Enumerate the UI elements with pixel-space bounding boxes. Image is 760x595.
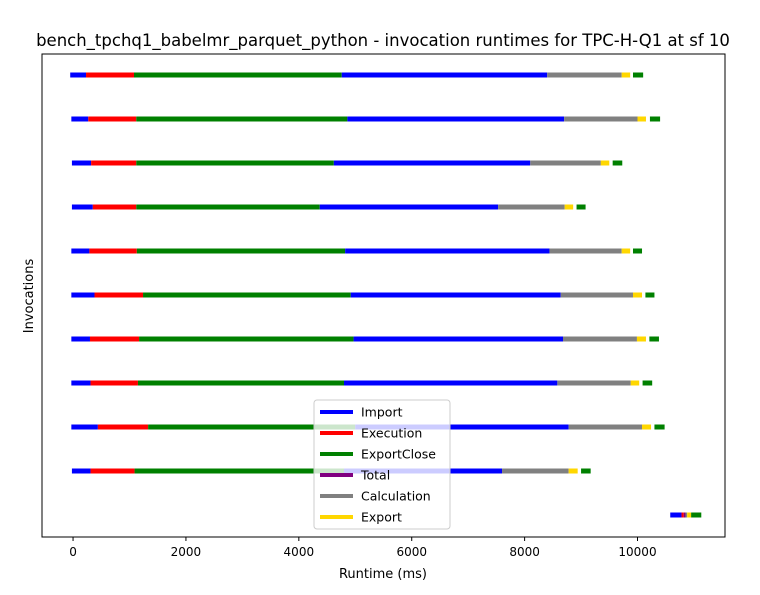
y-axis-label: Invocations [22, 259, 37, 334]
bar-segment-execution-row-10 [681, 512, 684, 518]
bar-segment-exportclose-row-4 [632, 248, 643, 254]
bar-segment-calculation-row-5 [560, 292, 633, 298]
bar-segment-export-row-0 [621, 72, 631, 78]
bar-segment-calculation-row-3 [498, 204, 565, 210]
bar-segment-exportclose-row-1 [136, 116, 348, 122]
bar-segment-execution-row-2 [91, 160, 137, 166]
bar-segment-import-row-1 [347, 116, 565, 122]
bar-segment-exportclose-row-8 [148, 424, 356, 430]
bar-segment-exportclose-row-10 [691, 512, 702, 518]
x-tick-label: 10000 [618, 545, 656, 559]
bar-segment-import-row-2 [71, 160, 92, 166]
bar-segment-export-row-6 [636, 336, 646, 342]
bar-segment-export-row-5 [632, 292, 643, 298]
plot-frame [41, 53, 726, 538]
bar-segment-exportclose-row-6 [139, 336, 354, 342]
bar-segment-exportclose-row-0 [632, 72, 644, 78]
bar-segment-export-row-1 [637, 116, 646, 122]
bar-segment-import-row-2 [333, 160, 531, 166]
bar-segment-import-row-1 [71, 116, 89, 122]
bar-segment-calculation-row-9 [502, 468, 569, 474]
bar-segment-exportclose-row-6 [649, 336, 659, 342]
legend-label-total: Total [360, 468, 390, 483]
bar-segment-exportclose-row-3 [576, 204, 586, 210]
bar-segment-execution-row-3 [92, 204, 137, 210]
plot-area: 0 2000 4000 6000 8000 10000 [41, 53, 726, 559]
bar-segment-execution-row-4 [89, 248, 137, 254]
bar-segment-execution-row-5 [94, 292, 144, 298]
bar-segment-exportclose-row-9 [134, 468, 344, 474]
bar-segment-exportclose-row-9 [581, 468, 591, 474]
bar-segment-execution-row-7 [90, 380, 138, 386]
bar-segment-export-row-7 [630, 380, 640, 386]
bar-segment-calculation-row-2 [530, 160, 601, 166]
bar-segment-calculation-row-6 [563, 336, 637, 342]
bar-segment-export-row-10 [687, 512, 692, 518]
bar-segment-import-row-5 [350, 292, 561, 298]
bar-segment-import-row-8 [355, 424, 569, 430]
bar-segment-export-row-3 [564, 204, 574, 210]
bar-segment-total-row-10 [683, 512, 686, 518]
bar-segment-exportclose-row-2 [136, 160, 334, 166]
bars-layer [70, 72, 702, 518]
bar-segment-import-row-4 [71, 248, 90, 254]
bar-segment-calculation-row-1 [564, 116, 638, 122]
bar-segment-calculation-row-0 [547, 72, 622, 78]
bar-segment-export-row-2 [600, 160, 610, 166]
bar-segment-exportclose-row-7 [642, 380, 653, 386]
bar-segment-import-row-4 [345, 248, 550, 254]
chart-title: bench_tpchq1_babelmr_parquet_python - in… [36, 31, 730, 51]
bar-segment-calculation-row-8 [568, 424, 643, 430]
bar-segment-execution-row-9 [90, 468, 135, 474]
legend-label-exportclose: ExportClose [361, 447, 436, 462]
bar-segment-import-row-8 [71, 424, 98, 430]
bar-segment-import-row-0 [70, 72, 87, 78]
bar-segment-execution-row-8 [97, 424, 149, 430]
bar-segment-exportclose-row-5 [143, 292, 351, 298]
bar-segment-execution-row-1 [88, 116, 137, 122]
bar-segment-import-row-9 [71, 468, 91, 474]
bar-segment-calculation-row-4 [549, 248, 622, 254]
legend: Import Execution ExportClose Total Calculati… [313, 399, 451, 530]
bar-segment-import-row-5 [71, 292, 95, 298]
bar-segment-export-row-9 [568, 468, 578, 474]
bar-segment-export-row-4 [621, 248, 631, 254]
bar-segment-exportclose-row-7 [137, 380, 344, 386]
bar-segment-exportclose-row-2 [612, 160, 623, 166]
bar-segment-import-row-7 [71, 380, 91, 386]
x-tick-label: 4000 [284, 545, 315, 559]
x-tick-label: 2000 [171, 545, 202, 559]
bar-segment-import-row-0 [341, 72, 548, 78]
bar-segment-export-row-8 [642, 424, 652, 430]
bar-segment-exportclose-row-3 [136, 204, 320, 210]
legend-label-export: Export [361, 510, 402, 525]
bar-segment-calculation-row-7 [557, 380, 631, 386]
bar-segment-exportclose-row-0 [134, 72, 342, 78]
bar-segment-exportclose-row-1 [649, 116, 661, 122]
bar-segment-execution-row-6 [89, 336, 140, 342]
x-tick-label: 6000 [396, 545, 427, 559]
bar-segment-exportclose-row-8 [654, 424, 665, 430]
bar-segment-import-row-6 [71, 336, 90, 342]
x-tick-label: 8000 [509, 545, 540, 559]
legend-label-calculation: Calculation [361, 489, 431, 504]
bar-segment-import-row-6 [353, 336, 563, 342]
x-axis: 0 2000 4000 6000 8000 10000 [69, 537, 657, 559]
bar-segment-import-row-3 [319, 204, 499, 210]
bar-segment-import-row-3 [71, 204, 93, 210]
bar-segment-import-row-10 [670, 512, 682, 518]
legend-label-import: Import [361, 405, 403, 420]
legend-label-execution: Execution [361, 426, 422, 441]
bar-segment-calculation-row-10 [685, 512, 688, 518]
bar-segment-import-row-7 [343, 380, 558, 386]
x-tick-label: 0 [69, 545, 77, 559]
bar-segment-exportclose-row-5 [645, 292, 655, 298]
x-axis-label: Runtime (ms) [339, 567, 427, 582]
bar-segment-execution-row-0 [86, 72, 135, 78]
bar-segment-exportclose-row-4 [136, 248, 346, 254]
